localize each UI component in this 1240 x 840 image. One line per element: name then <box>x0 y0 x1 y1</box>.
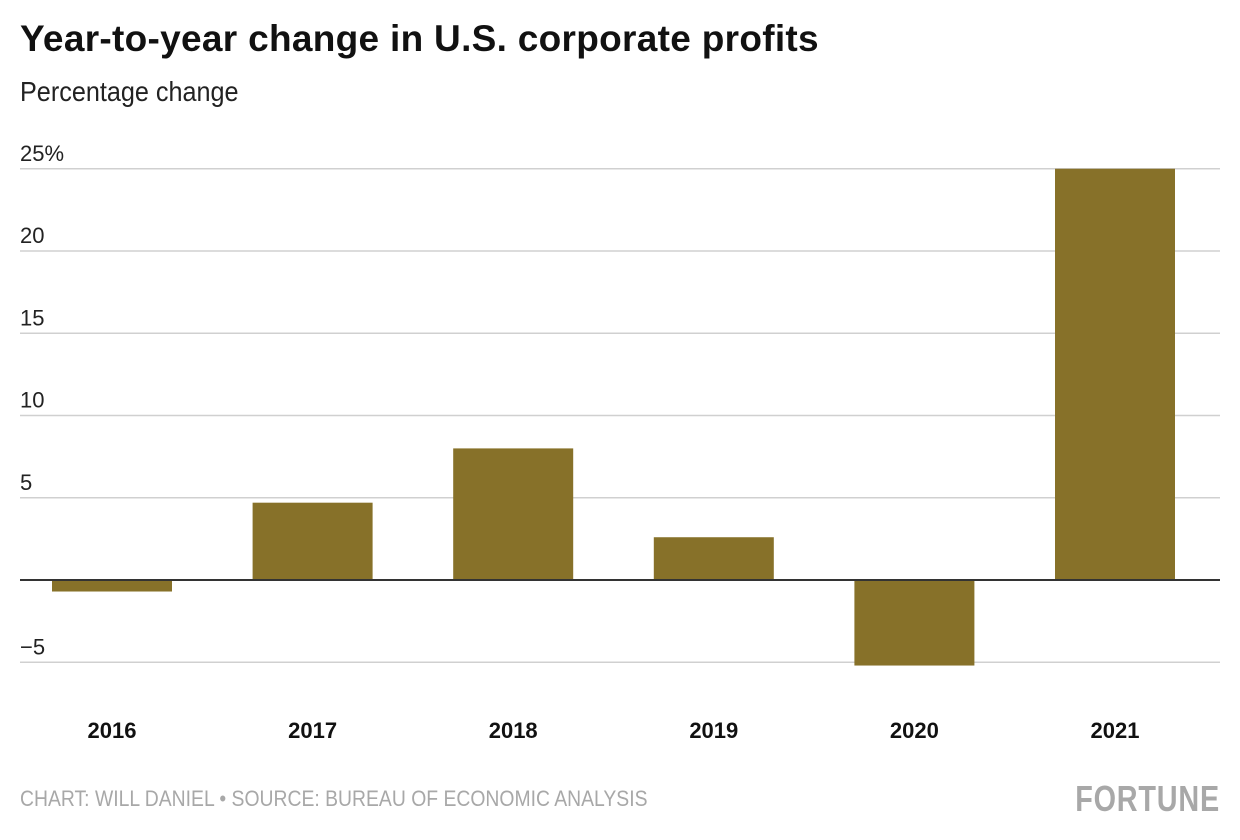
x-tick-label: 2016 <box>88 718 137 743</box>
y-tick-label: 20 <box>20 223 44 248</box>
bar-2017 <box>252 502 373 580</box>
x-tick-label: 2018 <box>489 718 538 743</box>
fortune-logo: FORTUNE <box>1075 778 1220 819</box>
chart-title: Year-to-year change in U.S. corporate pr… <box>20 18 819 59</box>
chart-subtitle: Percentage change <box>20 76 239 107</box>
source-credit: CHART: WILL DANIEL • SOURCE: BUREAU OF E… <box>20 786 648 811</box>
x-tick-label: 2017 <box>288 718 337 743</box>
y-tick-label: 5 <box>20 470 32 495</box>
bar-2020 <box>854 580 975 666</box>
bar-2021 <box>1055 168 1175 580</box>
x-tick-label: 2019 <box>689 718 738 743</box>
y-tick-label: 25% <box>20 141 64 166</box>
bar-2019 <box>653 537 774 580</box>
x-tick-label: 2021 <box>1091 718 1140 743</box>
bar-2016 <box>52 580 172 592</box>
x-tick-label: 2020 <box>890 718 939 743</box>
y-tick-label: 10 <box>20 388 44 413</box>
y-tick-label: −5 <box>20 634 45 659</box>
bar-2018 <box>453 448 574 580</box>
y-tick-label: 15 <box>20 305 44 330</box>
